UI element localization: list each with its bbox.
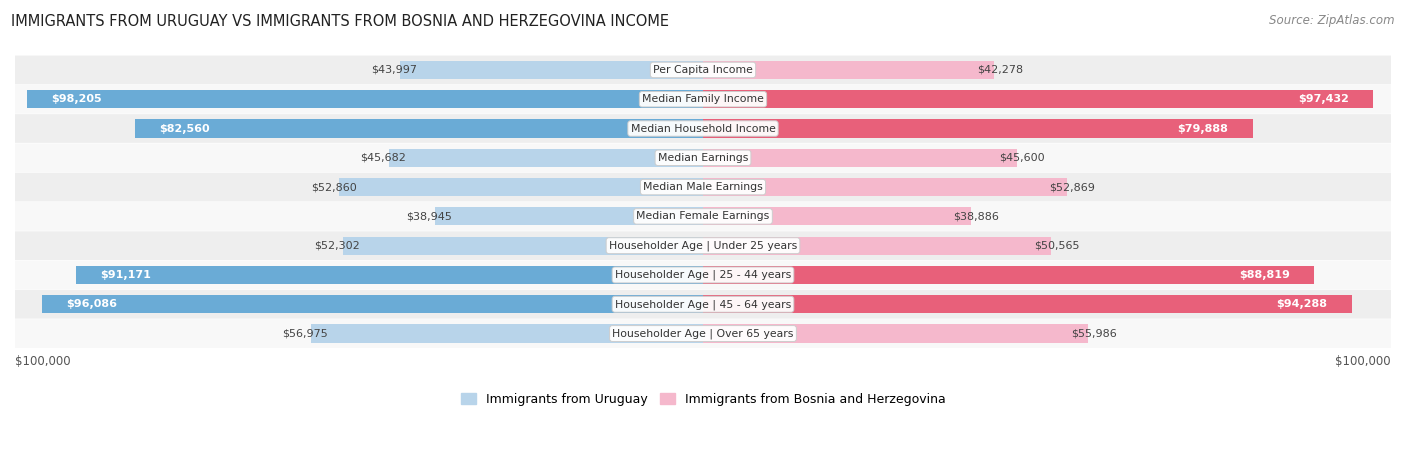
- Text: $52,302: $52,302: [315, 241, 360, 251]
- Text: Per Capita Income: Per Capita Income: [652, 65, 754, 75]
- Bar: [76, 266, 703, 284]
- Bar: [703, 90, 1374, 108]
- Bar: [388, 149, 703, 167]
- Text: IMMIGRANTS FROM URUGUAY VS IMMIGRANTS FROM BOSNIA AND HERZEGOVINA INCOME: IMMIGRANTS FROM URUGUAY VS IMMIGRANTS FR…: [11, 14, 669, 29]
- Bar: [42, 295, 703, 313]
- Bar: [703, 149, 1017, 167]
- Text: $45,600: $45,600: [1000, 153, 1045, 163]
- Text: $43,997: $43,997: [371, 65, 418, 75]
- Text: $55,986: $55,986: [1071, 329, 1116, 339]
- Text: Householder Age | Over 65 years: Householder Age | Over 65 years: [612, 328, 794, 339]
- Text: $79,888: $79,888: [1178, 123, 1229, 134]
- Text: $38,945: $38,945: [406, 212, 453, 221]
- Bar: [135, 120, 703, 138]
- Bar: [703, 295, 1351, 313]
- Bar: [339, 178, 703, 196]
- Text: $94,288: $94,288: [1277, 299, 1327, 309]
- FancyBboxPatch shape: [15, 231, 1391, 260]
- Bar: [703, 207, 970, 226]
- Text: Median Female Earnings: Median Female Earnings: [637, 212, 769, 221]
- Text: Median Household Income: Median Household Income: [630, 123, 776, 134]
- Legend: Immigrants from Uruguay, Immigrants from Bosnia and Herzegovina: Immigrants from Uruguay, Immigrants from…: [456, 388, 950, 410]
- Bar: [343, 237, 703, 255]
- FancyBboxPatch shape: [15, 319, 1391, 348]
- Text: Median Family Income: Median Family Income: [643, 94, 763, 104]
- Text: $91,171: $91,171: [100, 270, 150, 280]
- Text: $56,975: $56,975: [283, 329, 328, 339]
- Text: Source: ZipAtlas.com: Source: ZipAtlas.com: [1270, 14, 1395, 27]
- Text: Householder Age | 45 - 64 years: Householder Age | 45 - 64 years: [614, 299, 792, 310]
- Text: $52,869: $52,869: [1049, 182, 1095, 192]
- Text: $50,565: $50,565: [1033, 241, 1080, 251]
- Bar: [27, 90, 703, 108]
- Bar: [311, 325, 703, 343]
- FancyBboxPatch shape: [15, 173, 1391, 201]
- Text: $42,278: $42,278: [977, 65, 1022, 75]
- Text: $45,682: $45,682: [360, 153, 406, 163]
- FancyBboxPatch shape: [15, 290, 1391, 318]
- Text: Median Male Earnings: Median Male Earnings: [643, 182, 763, 192]
- FancyBboxPatch shape: [15, 85, 1391, 113]
- Text: Householder Age | 25 - 44 years: Householder Age | 25 - 44 years: [614, 270, 792, 280]
- Text: Median Earnings: Median Earnings: [658, 153, 748, 163]
- Text: $100,000: $100,000: [1336, 354, 1391, 368]
- Text: $98,205: $98,205: [52, 94, 103, 104]
- Bar: [703, 178, 1067, 196]
- Text: $96,086: $96,086: [66, 299, 117, 309]
- Bar: [703, 61, 994, 79]
- FancyBboxPatch shape: [15, 143, 1391, 172]
- Text: Householder Age | Under 25 years: Householder Age | Under 25 years: [609, 241, 797, 251]
- Bar: [703, 325, 1088, 343]
- Text: $82,560: $82,560: [159, 123, 209, 134]
- Bar: [703, 237, 1050, 255]
- Text: $38,886: $38,886: [953, 212, 1000, 221]
- Text: $52,860: $52,860: [311, 182, 357, 192]
- Text: $100,000: $100,000: [15, 354, 70, 368]
- Text: $97,432: $97,432: [1298, 94, 1350, 104]
- FancyBboxPatch shape: [15, 261, 1391, 290]
- FancyBboxPatch shape: [15, 202, 1391, 231]
- FancyBboxPatch shape: [15, 114, 1391, 143]
- Text: $88,819: $88,819: [1239, 270, 1289, 280]
- Bar: [401, 61, 703, 79]
- Bar: [703, 120, 1253, 138]
- Bar: [703, 266, 1315, 284]
- Bar: [434, 207, 703, 226]
- FancyBboxPatch shape: [15, 56, 1391, 84]
